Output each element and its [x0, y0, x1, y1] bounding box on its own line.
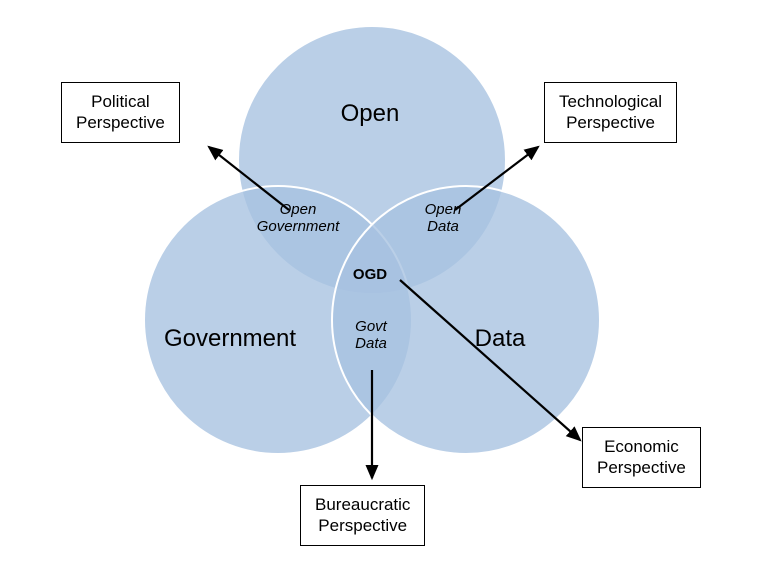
intersection-govt-data: Govt Data [336, 318, 406, 353]
box-political-perspective: Political Perspective [61, 82, 180, 143]
box-technological-perspective: Technological Perspective [544, 82, 677, 143]
circle-label-open: Open [320, 100, 420, 128]
box-bureaucratic-line2: Perspective [318, 516, 407, 535]
intersection-govt-data-line2: Data [355, 335, 387, 352]
intersection-open-data-line1: Open [425, 201, 462, 218]
intersection-open-data-line2: Data [427, 218, 459, 235]
box-bureaucratic-perspective: Bureaucratic Perspective [300, 485, 425, 546]
intersection-open-government-line1: Open [280, 201, 317, 218]
circle-label-data: Data [450, 325, 550, 353]
intersection-govt-data-line1: Govt [355, 318, 387, 335]
box-bureaucratic-line1: Bureaucratic [315, 495, 410, 514]
box-political-line1: Political [91, 92, 150, 111]
box-economic-line2: Perspective [597, 458, 686, 477]
intersection-center-ogd: OGD [345, 266, 395, 283]
box-technological-line2: Perspective [566, 113, 655, 132]
box-economic-perspective: Economic Perspective [582, 427, 701, 488]
circle-label-government: Government [140, 325, 320, 353]
intersection-open-government-line2: Government [257, 218, 340, 235]
intersection-open-data: Open Data [403, 201, 483, 236]
box-technological-line1: Technological [559, 92, 662, 111]
box-political-line2: Perspective [76, 113, 165, 132]
box-economic-line1: Economic [604, 437, 679, 456]
intersection-open-government: Open Government [248, 201, 348, 236]
